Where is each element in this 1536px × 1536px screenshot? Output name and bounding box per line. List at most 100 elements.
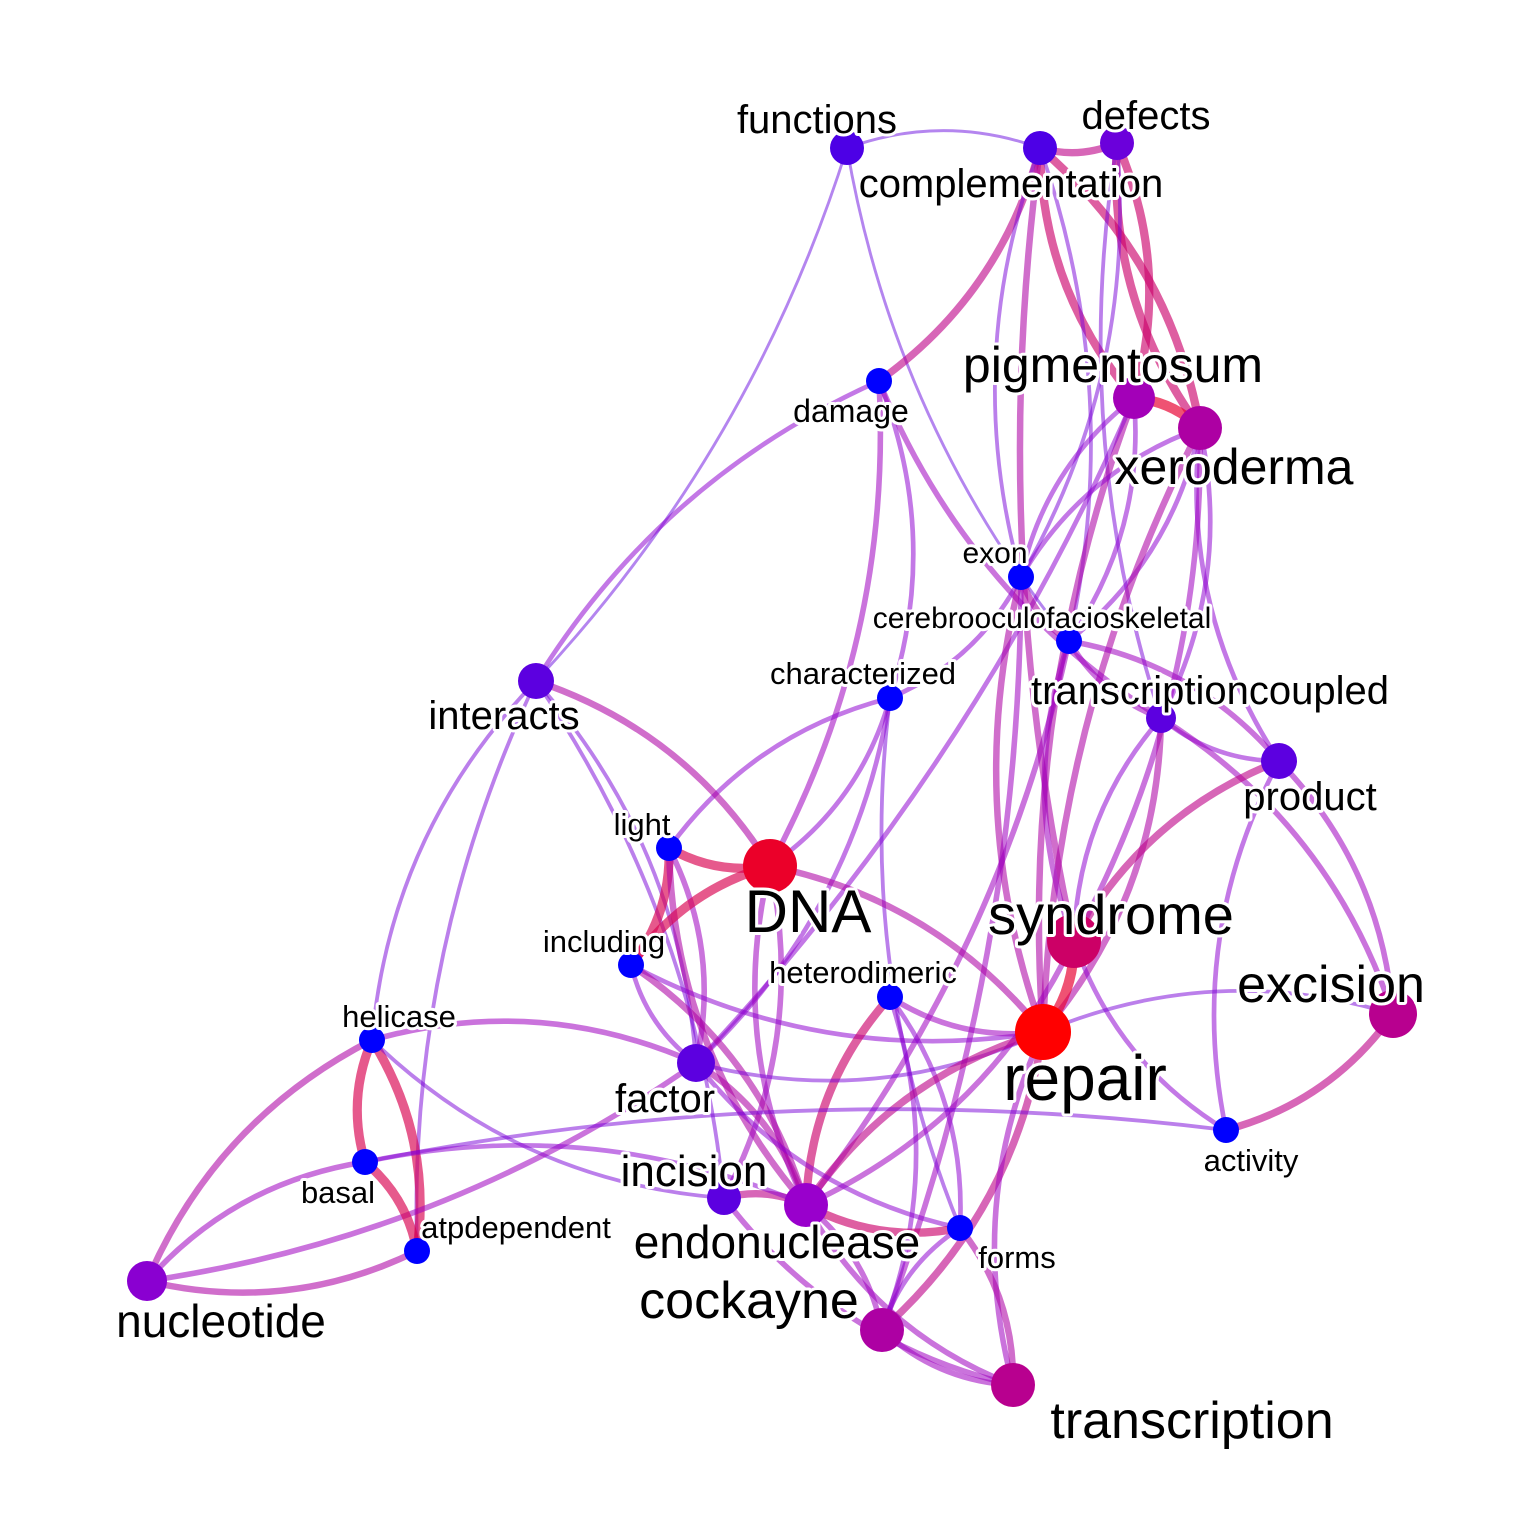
edge-defects-xeroderma [1111,138,1205,433]
edge-defects-exon [1019,141,1122,579]
node-interacts [518,663,554,699]
edge-xeroderma-exon [1018,425,1203,580]
node-defects [1100,126,1134,160]
node-light [656,835,682,861]
node-exon [1008,564,1034,590]
node-label-functions: functions [737,98,897,142]
node-syndrome [1047,914,1101,968]
edge-complementation-syndrome [1016,144,1078,945]
node-damage [866,368,892,394]
node-cockayne [860,1308,904,1352]
edge-including-repair [628,962,1046,1044]
node-label-DNA: DNA [745,878,872,945]
node-including [618,952,644,978]
node-pigmentosum [1113,377,1155,419]
edge-transcriptioncoupled-syndrome [1071,715,1164,944]
edge-functions-complementation [845,129,1042,150]
node-nucleotide [127,1261,167,1301]
node-label-repair: repair [1003,1042,1167,1114]
node-label-transcription: transcription [1050,1392,1333,1450]
edge-damage-interacts [533,378,882,684]
edge-functions-interacts [534,146,849,683]
edge-xeroderma-transcriptioncoupled [1158,425,1213,721]
node-helicase [359,1027,385,1053]
edge-interacts-helicase [370,679,538,1042]
edge-helicase-atpdependent [367,1035,425,1256]
edge-factor-forms [693,1060,963,1231]
edge-helicase-basal [352,1035,377,1167]
edge-transcriptioncoupled-repair [1039,714,1165,1036]
edge-interacts-DNA [532,677,774,870]
edge-cerebrooculofacioskeletal-endonuclease [803,638,1072,1208]
node-label-damage: damage [793,393,909,429]
edge-basal-endonuclease [362,1143,809,1208]
edge-characterized-light [666,695,893,851]
edge-product-activity [1211,758,1282,1133]
edge-heterodimeric-cockayne [879,994,919,1333]
node-label-incision: incision [621,1147,768,1196]
node-label-syndrome: syndrome [988,883,1234,946]
node-label-basal: basal [301,1175,375,1210]
edge-product-syndrome [1070,757,1283,945]
node-cerebrooculofacioskeletal [1056,628,1082,654]
edge-DNA-repair [766,862,1047,1036]
node-basal [352,1149,378,1175]
edge-helicase-incision [370,1038,726,1200]
node-xeroderma [1178,406,1222,450]
node-characterized [877,685,903,711]
edge-repair-cockayne [878,1028,1047,1334]
edge-incision-transcription [721,1195,1016,1388]
edge-syndrome-endonuclease [803,938,1077,1208]
node-endonuclease [784,1183,828,1227]
node-label-excision: excision [1237,956,1425,1014]
edge-repair-transcription [991,1029,1046,1388]
edge-light-factor [666,845,707,1066]
edge-exon-cockayne [879,574,1024,1333]
edge-DNA-incision [721,863,785,1201]
node-label-cerebrooculofacioskeletal: cerebrooculofacioskeletal [873,602,1212,635]
node-label-defects: defects [1082,94,1211,138]
node-label-helicase: helicase [342,999,456,1034]
edge-exon-characterized [887,574,1024,701]
edge-pigmentosum-exon [1018,395,1137,580]
edge-product-excision [1276,758,1396,1017]
edge-light-endonuclease [665,844,810,1209]
node-label-heterodimeric: heterodimeric [769,955,957,990]
node-transcriptioncoupled [1146,703,1176,733]
node-label-xeroderma: xeroderma [1115,439,1354,495]
edge-activity-basal [363,1107,1228,1164]
edge-xeroderma-cerebrooculofacioskeletal [1066,425,1203,644]
node-factor [677,1044,715,1082]
edge-excision-repair [1041,989,1395,1034]
node-DNA [743,839,797,893]
edge-characterized-forms [879,696,962,1230]
node-label-characterized: characterized [770,656,956,691]
node-excision [1369,990,1417,1038]
node-label-pigmentosum: pigmentosum [963,337,1263,393]
node-layer [127,126,1417,1407]
edge-complementation-pigmentosum [1035,143,1139,403]
node-label-interacts: interacts [428,694,579,738]
node-label-exon: exon [962,537,1027,570]
edge-transcriptioncoupled-excision [1158,715,1396,1017]
node-label-activity: activity [1204,1143,1299,1178]
edge-complementation-exon [993,146,1042,579]
edge-excision-activity [1222,1010,1397,1134]
node-forms [947,1215,973,1241]
edge-syndrome-activity [1071,938,1229,1133]
edge-heterodimeric-endonuclease [801,992,895,1210]
edge-damage-DNA [767,378,884,869]
edge-cerebrooculofacioskeletal-product [1066,638,1282,764]
edge-factor-endonuclease [692,1059,810,1209]
node-label-factor: factor [615,1077,715,1121]
node-label-product: product [1243,775,1376,819]
edge-helicase-factor [369,1018,699,1066]
node-heterodimeric [877,984,903,1010]
edge-basal-nucleotide [144,1159,368,1284]
node-label-nucleotide: nucleotide [116,1295,326,1347]
node-activity [1213,1117,1239,1143]
edge-atpdependent-nucleotide [143,1247,421,1296]
edge-pigmentosum-cerebrooculofacioskeletal [1066,395,1138,644]
